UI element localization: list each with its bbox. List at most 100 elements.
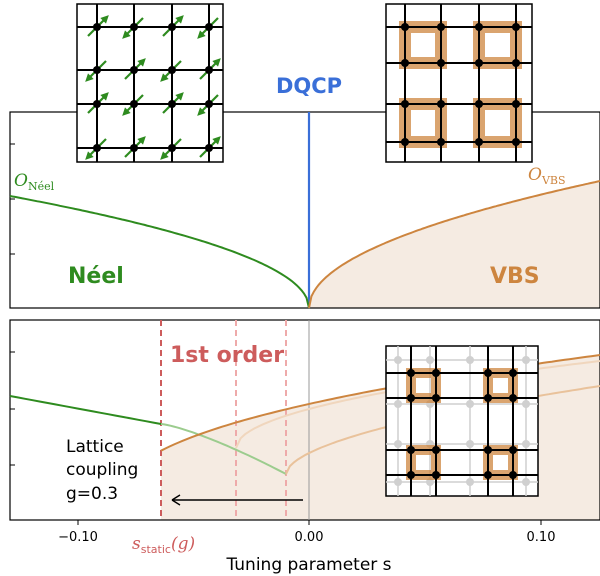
lattice-label-line3: g=0.3	[66, 484, 118, 504]
ghost-site	[522, 400, 530, 408]
lattice-site	[484, 369, 492, 377]
x-tick-label: −0.10	[58, 530, 98, 545]
lattice-site	[509, 369, 517, 377]
lattice-site	[168, 144, 176, 152]
spin-arrowhead	[100, 92, 109, 101]
spin-arrowhead	[212, 58, 221, 67]
top-panel: DQCP ONéel OVBS Néel VBS	[9, 74, 600, 309]
lattice-site	[205, 66, 213, 74]
lattice-site	[509, 394, 517, 402]
first-order-label: 1st order	[170, 343, 284, 368]
lattice-site	[401, 138, 409, 146]
spin-arrowhead	[85, 151, 94, 160]
lattice-site	[437, 23, 445, 31]
lattice-site	[475, 59, 483, 67]
lattice-site	[205, 100, 213, 108]
spin-lattice-icon	[76, 3, 224, 163]
spin-arrowhead	[175, 92, 184, 101]
lattice-site	[205, 144, 213, 152]
neel-order-label: ONéel	[14, 171, 55, 193]
lattice-site	[432, 471, 440, 479]
ghost-site	[522, 478, 530, 486]
lattice-label-line1: Lattice	[66, 437, 124, 457]
ghost-site	[466, 356, 474, 364]
lattice-site	[407, 369, 415, 377]
neel-metastable-curve	[160, 423, 287, 475]
spin-arrowhead	[122, 107, 131, 116]
neel-order-curve-bottom	[9, 395, 162, 425]
lattice-site	[407, 394, 415, 402]
lattice-site	[437, 59, 445, 67]
lattice-site	[512, 100, 520, 108]
spin-arrowhead	[137, 58, 146, 67]
bottom-frame	[9, 319, 600, 521]
lattice-site	[168, 100, 176, 108]
lattice-site	[401, 100, 409, 108]
lattice-site	[509, 446, 517, 454]
lattice-site	[437, 138, 445, 146]
x-axis: −0.10 0.00 0.10 sstatic(g) Tuning parame…	[58, 530, 555, 575]
ghost-site	[394, 440, 402, 448]
neel-phase-label: Néel	[68, 264, 124, 289]
arrow-head	[171, 494, 181, 506]
lattice-site	[93, 23, 101, 31]
lattice-site	[93, 100, 101, 108]
spin-arrowhead	[197, 30, 206, 39]
spin-arrowhead	[160, 73, 169, 82]
lattice-site	[407, 471, 415, 479]
spin-arrowhead	[175, 15, 184, 24]
lattice-site	[432, 369, 440, 377]
dqcp-label: DQCP	[276, 74, 342, 98]
lattice-site	[475, 23, 483, 31]
ghost-site	[426, 356, 434, 364]
lattice-site	[130, 66, 138, 74]
lattice-site	[437, 100, 445, 108]
ghost-site	[522, 356, 530, 364]
lattice-site	[484, 471, 492, 479]
lattice-site	[475, 138, 483, 146]
lattice-site	[484, 446, 492, 454]
spin-arrowhead	[197, 107, 206, 116]
vbs-plaquette-icon	[385, 3, 533, 163]
x-axis-label: Tuning parameter s	[225, 555, 391, 575]
vbs-order-label: OVBS	[528, 165, 566, 187]
lattice-site	[512, 59, 520, 67]
distorted-lattice-icon	[385, 345, 539, 497]
lattice-site	[401, 59, 409, 67]
x-tick-label: 0.00	[295, 530, 324, 545]
vbs-phase-label: VBS	[490, 264, 540, 289]
lattice-site	[484, 394, 492, 402]
lattice-site	[509, 471, 517, 479]
spin-arrowhead	[137, 136, 146, 145]
lattice-site	[407, 446, 415, 454]
lattice-site	[432, 446, 440, 454]
s-static-label: sstatic(g)	[132, 534, 195, 556]
lattice-site	[475, 100, 483, 108]
lattice-site	[93, 66, 101, 74]
top-frame	[9, 111, 600, 309]
spin-arrowhead	[85, 73, 94, 82]
lattice-site	[93, 144, 101, 152]
top-vbs-region	[309, 181, 600, 308]
ghost-site	[394, 478, 402, 486]
neel-order-curve	[9, 195, 310, 309]
lattice-site	[401, 23, 409, 31]
spin-arrowhead	[122, 30, 131, 39]
lattice-label-line2: coupling	[66, 460, 138, 480]
lattice-site	[130, 100, 138, 108]
ghost-site	[466, 440, 474, 448]
ghost-site	[394, 356, 402, 364]
lattice-site	[168, 23, 176, 31]
lattice-site	[130, 23, 138, 31]
lattice-site	[512, 138, 520, 146]
ghost-site	[522, 440, 530, 448]
x-tick-label: 0.10	[527, 530, 556, 545]
lattice-site	[432, 394, 440, 402]
ghost-site	[394, 400, 402, 408]
ghost-site	[466, 400, 474, 408]
spin-arrowhead	[100, 15, 109, 24]
lattice-site	[512, 23, 520, 31]
lattice-site	[205, 23, 213, 31]
lattice-site	[168, 66, 176, 74]
